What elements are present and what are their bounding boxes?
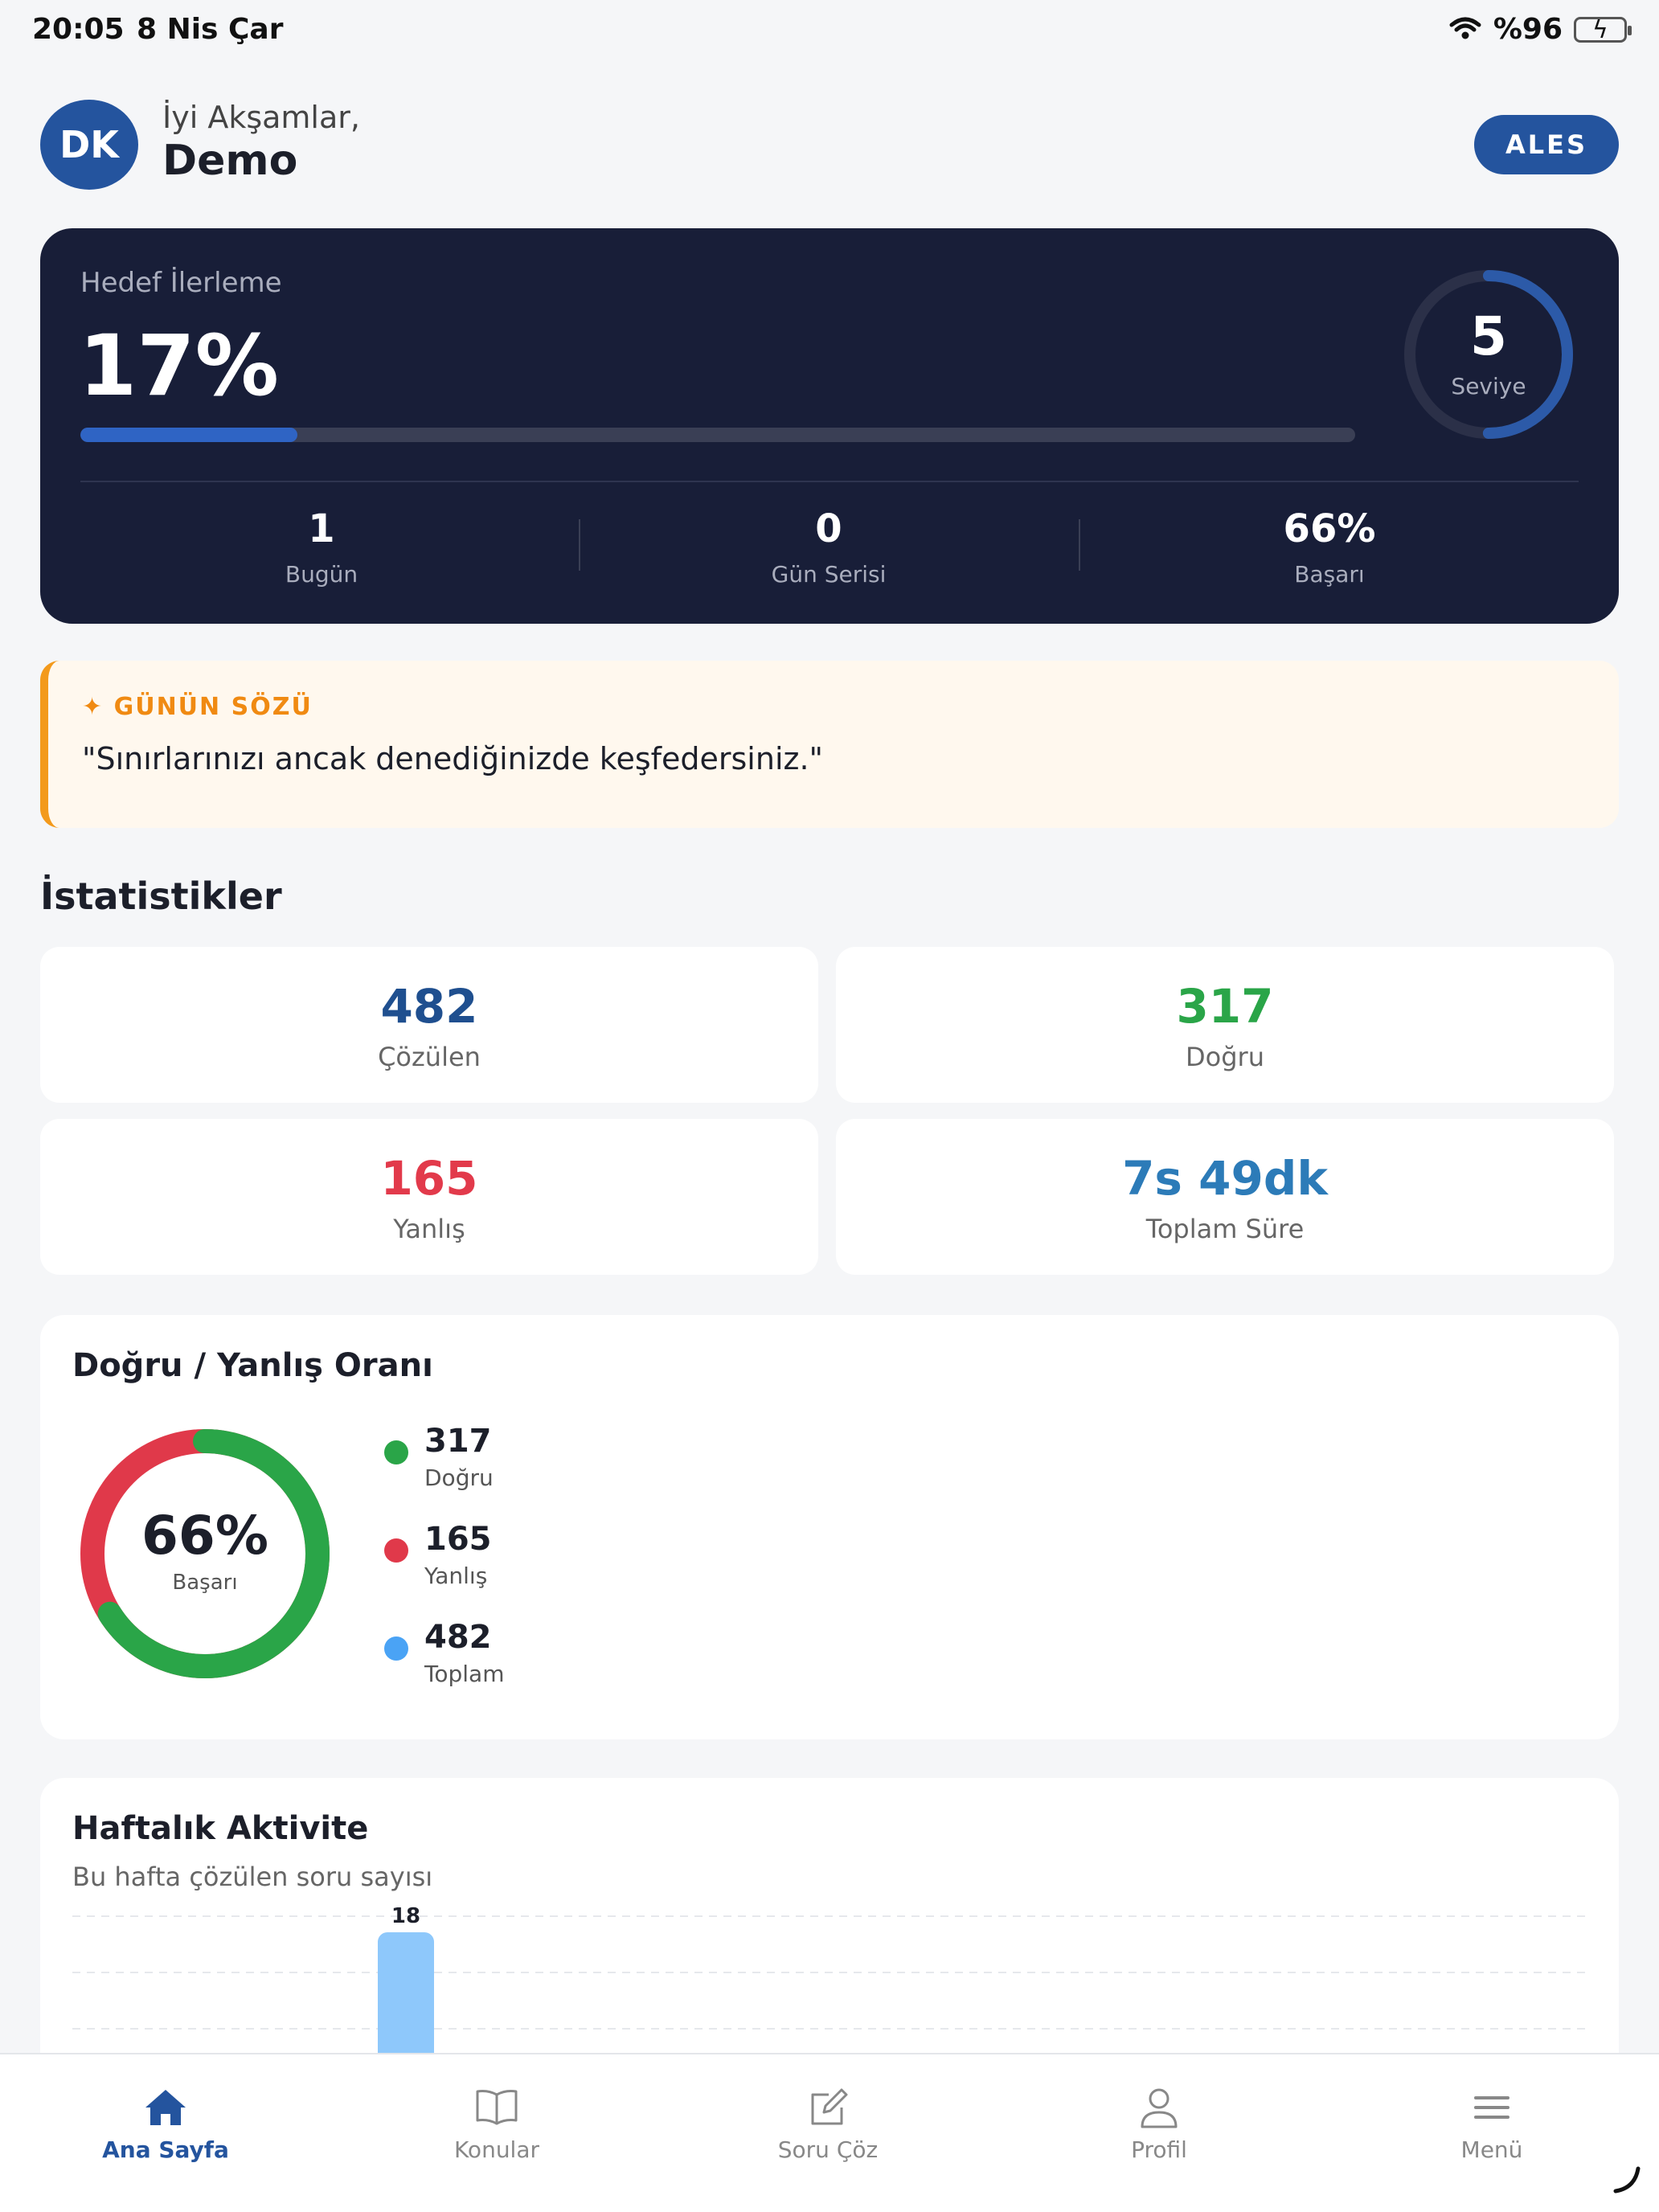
stat-separator (579, 519, 580, 571)
ratio-title: Doğru / Yanlış Oranı (72, 1347, 433, 1384)
weekly-activity-card: Haftalık Aktivite Bu hafta çözülen soru … (40, 1778, 1619, 2099)
legend-label: Doğru (424, 1464, 494, 1491)
stat-today-value: 1 (308, 506, 335, 551)
menu-icon (1474, 2096, 1509, 2119)
stat-card-correct[interactable]: 317 Doğru (836, 947, 1614, 1103)
tab-label: Konular (453, 2136, 540, 2163)
goal-progress-bar (80, 428, 1355, 442)
status-right: %96 ϟ (1448, 13, 1632, 46)
stat-card-label: Toplam Süre (1145, 1214, 1305, 1244)
level-ring (1404, 270, 1573, 439)
status-bar: 20:05 8 Nis Çar %96 ϟ (0, 0, 1659, 61)
legend-value: 482 (424, 1619, 492, 1656)
level-number: 5 (1470, 305, 1507, 367)
statistics-title: İstatistikler (40, 875, 282, 918)
greeting-text: İyi Akşamlar, (162, 100, 360, 135)
ratio-donut-chart (80, 1429, 330, 1678)
legend-dot (384, 1440, 408, 1464)
avatar[interactable]: DK (40, 100, 138, 190)
status-date: 8 Nis Çar (137, 13, 284, 46)
edit-icon (811, 2088, 848, 2125)
goal-label: Hedef İlerleme (80, 267, 282, 299)
legend-dot (384, 1538, 408, 1563)
legend-label: Yanlış (424, 1563, 488, 1589)
tab-solve-questions[interactable]: Soru Çöz (707, 2087, 948, 2163)
donut-center-label: Başarı (172, 1571, 238, 1595)
tab-topics[interactable]: Konular (376, 2087, 617, 2163)
weekly-subtitle: Bu hafta çözülen soru sayısı (72, 1862, 433, 1892)
donut-center-value: 66% (141, 1505, 268, 1567)
tab-label: Profil (1131, 2136, 1187, 2163)
stat-card-value: 7s 49dk (1122, 1151, 1328, 1206)
resize-handle-icon[interactable] (1611, 2164, 1643, 2196)
stat-card-wrong[interactable]: 165 Yanlış (40, 1119, 818, 1275)
legend-label: Toplam (424, 1661, 505, 1687)
legend-dot (384, 1636, 408, 1661)
battery-charging-icon: ϟ (1574, 16, 1632, 44)
status-time: 20:05 (32, 13, 125, 46)
stat-card-value: 317 (1176, 979, 1274, 1034)
user-icon (1141, 2088, 1178, 2128)
chart-data-label: 18 (391, 1907, 420, 1928)
goal-progress-fill (80, 428, 297, 442)
stat-card-label: Çözülen (378, 1042, 481, 1072)
stat-today: 1 Bugün (72, 506, 571, 588)
stat-success-label: Başarı (1294, 561, 1365, 588)
stat-card-label: Doğru (1186, 1042, 1264, 1072)
stat-streak-label: Gün Serisi (771, 561, 887, 588)
quote-of-day-card: ✦ GÜNÜN SÖZÜ "Sınırlarınızı ancak denedi… (40, 661, 1619, 828)
book-icon (476, 2090, 518, 2125)
stat-success-value: 66% (1283, 506, 1376, 551)
tab-label: Soru Çöz (777, 2136, 879, 2163)
tab-home[interactable]: Ana Sayfa (45, 2087, 286, 2163)
tab-profile[interactable]: Profil (1038, 2087, 1280, 2163)
stat-streak: 0 Gün Serisi (580, 506, 1078, 588)
goal-divider (80, 481, 1579, 482)
stat-streak-value: 0 (815, 506, 842, 551)
donut-correct-segment (80, 1429, 330, 1678)
stat-card-value: 482 (380, 979, 478, 1034)
exam-selector-button[interactable]: ALES (1474, 115, 1619, 174)
user-name: Demo (162, 137, 298, 185)
tab-label: Menü (1460, 2136, 1523, 2163)
goal-progress-card: Hedef İlerleme 17% 5 Seviye 1 Bugün 0 Gü… (40, 228, 1619, 624)
stat-card-total-time[interactable]: 7s 49dk Toplam Süre (836, 1119, 1614, 1275)
legend-value: 165 (424, 1521, 492, 1558)
wifi-icon (1448, 15, 1482, 44)
level-label: Seviye (1451, 373, 1526, 399)
weekly-title: Haftalık Aktivite (72, 1810, 369, 1847)
legend-value: 317 (424, 1423, 492, 1460)
correct-wrong-ratio-card: Doğru / Yanlış Oranı 66% Başarı 317 Doğr… (40, 1315, 1619, 1739)
home-icon (145, 2090, 186, 2125)
stat-today-label: Bugün (285, 561, 358, 588)
bottom-tab-bar: Ana Sayfa Konular Soru Çöz Profil Menü (0, 2053, 1659, 2212)
tab-label: Ana Sayfa (102, 2136, 229, 2163)
stat-success: 66% Başarı (1080, 506, 1579, 588)
tab-menu[interactable]: Menü (1371, 2087, 1612, 2163)
goal-percent: 17% (79, 317, 279, 415)
stat-separator (1079, 519, 1080, 571)
stat-card-label: Yanlış (393, 1214, 465, 1244)
battery-percent: %96 (1493, 13, 1563, 46)
stat-card-value: 165 (380, 1151, 478, 1206)
quote-text: "Sınırlarınızı ancak denediğinizde keşfe… (82, 741, 824, 776)
quote-title: ✦ GÜNÜN SÖZÜ (82, 693, 313, 721)
stat-card-solved[interactable]: 482 Çözülen (40, 947, 818, 1103)
